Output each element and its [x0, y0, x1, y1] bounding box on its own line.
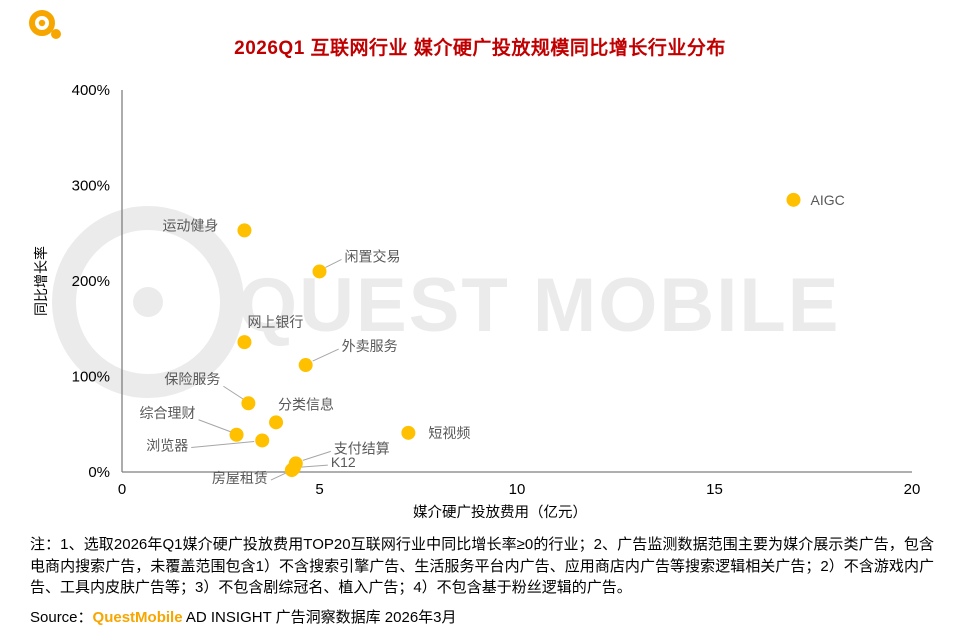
leader-line — [300, 464, 328, 468]
x-tick-label: 15 — [706, 481, 723, 498]
point-label: 综合理财 — [140, 405, 196, 421]
watermark-dot-icon — [133, 287, 163, 317]
questmobile-logo-icon — [26, 8, 68, 42]
y-tick-label: 100% — [72, 369, 110, 386]
source-prefix: Source： — [30, 609, 93, 626]
x-tick-label: 10 — [509, 481, 526, 498]
source-line: Source：QuestMobile AD INSIGHT 广告洞察数据库 20… — [30, 606, 457, 627]
point-label: 支付结算 — [334, 440, 390, 456]
y-tick-label: 0% — [88, 464, 110, 481]
scatter-point — [286, 461, 301, 476]
scatter-point — [241, 396, 256, 411]
source-suffix: AD INSIGHT 广告洞察数据库 2026年3月 — [182, 609, 457, 626]
scatter-point — [237, 223, 252, 238]
leader-line — [302, 450, 331, 461]
scatter-point — [401, 425, 416, 440]
scatter-point — [786, 192, 801, 207]
x-tick-label: 0 — [118, 481, 126, 498]
leader-line — [198, 419, 231, 433]
point-label: 房屋租赁 — [212, 470, 268, 486]
x-axis-title: 媒介硬广投放费用（亿元） — [413, 504, 587, 521]
x-tick-label: 5 — [315, 481, 323, 498]
leader-line — [223, 385, 244, 400]
scatter-point — [269, 415, 284, 430]
point-label: AIGC — [811, 192, 845, 208]
point-label: 网上银行 — [247, 314, 303, 330]
scatter-point — [255, 433, 270, 448]
scatter-point — [237, 335, 252, 350]
point-label: 运动健身 — [162, 217, 218, 233]
chart-title: 2026Q1 互联网行业 媒介硬广投放规模同比增长行业分布 — [234, 38, 726, 59]
watermark-ring-icon — [52, 206, 244, 398]
scatter-point — [298, 358, 313, 373]
y-tick-label: 400% — [72, 82, 110, 99]
leader-line — [270, 472, 287, 481]
scatter-point — [288, 456, 303, 471]
point-label: 浏览器 — [146, 437, 188, 453]
point-label: 短视频 — [428, 425, 470, 441]
point-label: 分类信息 — [278, 396, 334, 412]
questmobile-logo-svg — [29, 10, 61, 39]
point-label: 保险服务 — [164, 371, 220, 387]
y-axis-title: 同比增长率 — [33, 246, 49, 316]
leader-line — [191, 440, 255, 448]
source-brand: QuestMobile — [92, 609, 183, 626]
y-tick-label: 300% — [72, 178, 110, 195]
scatter-point — [284, 463, 299, 478]
point-label: K12 — [331, 454, 356, 470]
scatter-point — [229, 427, 244, 442]
scatter-point — [312, 264, 327, 279]
y-tick-label: 200% — [72, 273, 110, 290]
point-label: 外卖服务 — [342, 338, 398, 354]
leader-line — [325, 259, 342, 268]
x-tick-label: 20 — [904, 481, 921, 498]
point-label: 闲置交易 — [345, 248, 401, 264]
footnote: 注：1、选取2026年Q1媒介硬广投放费用TOP20互联网行业中同比增长率≥0的… — [30, 536, 934, 596]
watermark-text: QUEST MOBILE — [238, 263, 840, 348]
leader-line — [312, 348, 339, 362]
